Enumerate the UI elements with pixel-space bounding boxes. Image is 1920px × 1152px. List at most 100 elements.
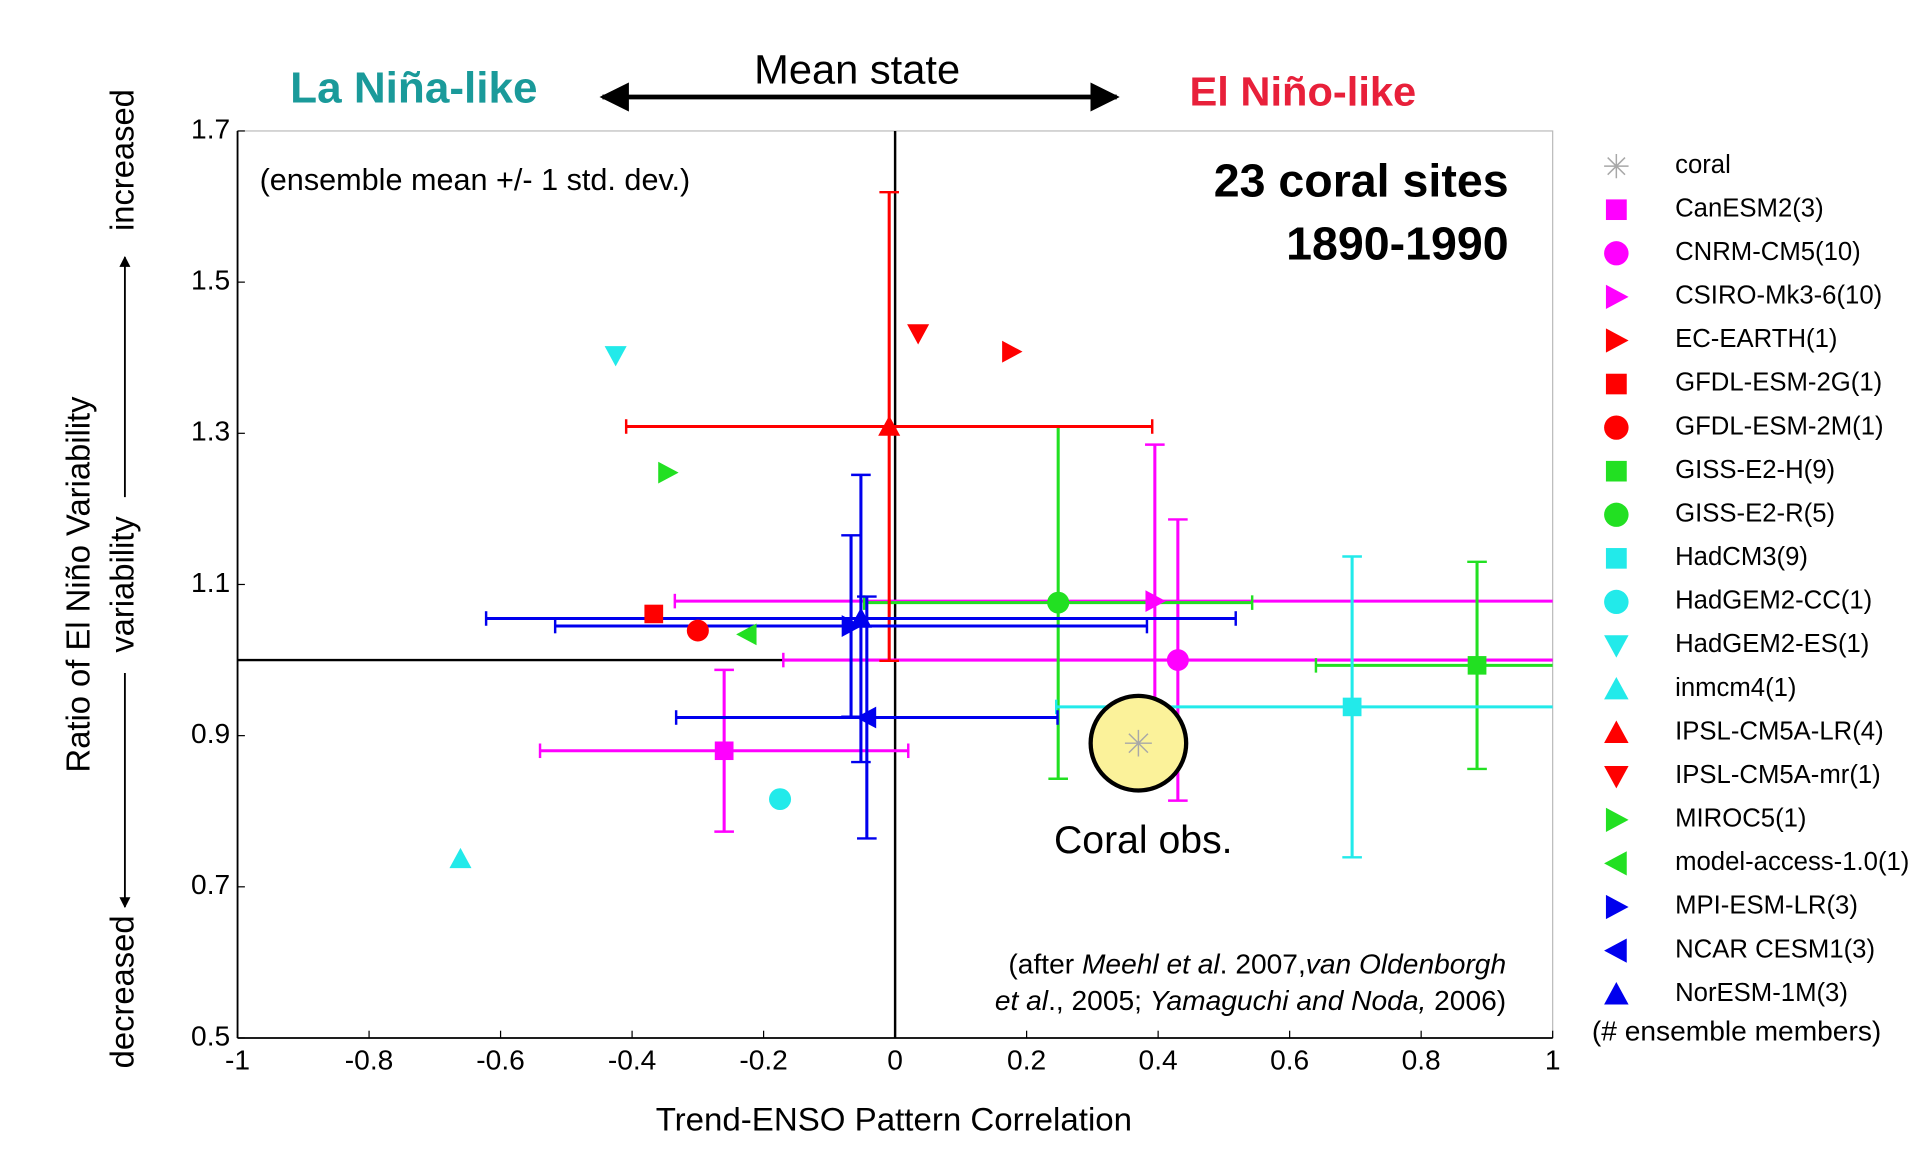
legend-marker [1604, 154, 1629, 179]
y-axis-subtitle: variability [103, 516, 140, 653]
marker [1467, 656, 1487, 675]
y-tick-label: 1.1 [191, 567, 230, 598]
marker [736, 623, 757, 646]
citation: (after Meehl et al. 2007,van Oldenborgh e… [995, 949, 1506, 1016]
x-tick-label: 1 [1545, 1045, 1561, 1076]
y-tick-label: 0.5 [191, 1020, 230, 1051]
citation-segment: . 2007, [1220, 949, 1306, 980]
y-tick-label: 1.5 [191, 265, 230, 296]
citation-segment: 2006) [1426, 985, 1506, 1016]
legend-label: inmcm4(1) [1675, 674, 1796, 702]
marker [907, 324, 930, 345]
legend-label: CNRM-CM5(10) [1675, 238, 1861, 266]
plot-area [237, 130, 1553, 1038]
legend-marker [1604, 938, 1627, 963]
x-tick-label: -0.2 [739, 1045, 788, 1076]
heading-line: 1890-1990 [1286, 218, 1508, 270]
legend-marker [1604, 241, 1629, 266]
citation-segment: van Oldenborgh [1306, 949, 1506, 980]
marker [1124, 729, 1152, 757]
legend-label: NorESM-1M(3) [1675, 979, 1848, 1007]
marker [855, 706, 877, 729]
legend-label: CanESM2(3) [1675, 195, 1824, 223]
marker [449, 847, 472, 869]
legend-label: GFDL-ESM-2G(1) [1675, 369, 1882, 397]
legend-marker [1604, 415, 1629, 440]
x-tick-label: -0.8 [345, 1045, 394, 1076]
y-tick-label: 0.7 [191, 869, 230, 900]
legend-label: MPI-ESM-LR(3) [1675, 892, 1858, 920]
x-tick-label: 0.8 [1402, 1045, 1441, 1076]
note: (ensemble mean +/- 1 std. dev.) [260, 163, 691, 197]
y-tick-label: 0.9 [191, 718, 230, 749]
legend-label: coral [1675, 151, 1731, 179]
legend-marker [1605, 460, 1627, 482]
marker [644, 604, 664, 624]
x-tick-label: -1 [225, 1045, 250, 1076]
legend-marker [1604, 982, 1629, 1005]
legend-label: HadGEM2-ES(1) [1675, 630, 1869, 658]
marker [1002, 340, 1023, 363]
citation-segment: (after [1008, 949, 1082, 980]
marker [849, 607, 872, 628]
marker [1342, 697, 1362, 717]
legend-marker [1605, 807, 1629, 832]
legend-marker [1604, 851, 1627, 876]
legend-marker [1604, 676, 1629, 700]
y-tick-label: 1.7 [191, 113, 230, 144]
chart-body: Mean state La Niña-like El Niño-like Tre… [59, 46, 1909, 1137]
legend-marker [1604, 765, 1629, 789]
citation-line: et al., 2005; Yamaguchi and Noda, 2006) [995, 985, 1506, 1016]
legend: coral CanESM2(3) CNRM-CM5(10) CSIRO-Mk3-6(1… [1604, 151, 1909, 1007]
legend-marker [1605, 548, 1627, 569]
x-tick-label: 0 [887, 1045, 903, 1076]
marker [1166, 649, 1189, 671]
legend-label: IPSL-CM5A-LR(4) [1675, 718, 1884, 746]
la-nina-label: La Niña-like [290, 64, 537, 113]
citation-segment: Meehl et al [1082, 949, 1220, 980]
y-tick-label: 1.3 [191, 416, 230, 447]
citation-segment: Yamaguchi and Noda, [1150, 985, 1426, 1016]
x-tick-label: 0.2 [1007, 1045, 1046, 1076]
legend-marker [1605, 284, 1629, 309]
heading-line: 23 coral sites [1214, 155, 1509, 207]
citation-segment: ., 2005; [1048, 985, 1150, 1016]
marker [604, 346, 627, 367]
x-tick-label: 0.6 [1270, 1045, 1309, 1076]
legend-label: HadGEM2-CC(1) [1675, 587, 1872, 615]
legend-label: CSIRO-Mk3-6(10) [1675, 282, 1882, 310]
legend-marker [1605, 199, 1627, 221]
legend-label: GFDL-ESM-2M(1) [1675, 412, 1883, 440]
legend-label: MIROC5(1) [1675, 805, 1806, 833]
marker [714, 741, 734, 761]
legend-note: (# ensemble members) [1592, 1016, 1881, 1047]
marker [1145, 590, 1166, 613]
legend-marker [1604, 589, 1629, 615]
y-axis-title: Ratio of El Niño Variability [59, 396, 96, 772]
legend-marker [1604, 635, 1629, 658]
legend-marker [1605, 373, 1627, 395]
citation-line: (after Meehl et al. 2007,van Oldenborgh [1008, 949, 1506, 980]
marker [658, 461, 679, 484]
axes: -1 -0.8 -0.6 -0.4 -0.2 0 0.2 0.4 0.6 0.8 1 0.5 0.7 0.… [191, 113, 1560, 1075]
legend-marker [1605, 328, 1629, 353]
marker [769, 788, 792, 811]
marker [1047, 591, 1070, 614]
legend-label: IPSL-CM5A-mr(1) [1675, 761, 1881, 789]
legend-label: EC-EARTH(1) [1675, 325, 1837, 353]
chart-title: Mean state [754, 46, 960, 93]
legend-label: model-access-1.0(1) [1675, 848, 1909, 876]
legend-marker [1604, 720, 1629, 743]
marker [686, 619, 709, 642]
legend-label: GISS-E2-H(9) [1675, 456, 1835, 484]
y-bottom-label: decreased [103, 915, 140, 1068]
y-top-label: increased [103, 89, 140, 231]
el-nino-label: El Niño-like [1190, 68, 1417, 115]
legend-marker [1604, 502, 1629, 527]
legend-label: HadCM3(9) [1675, 543, 1808, 571]
legend-label: NCAR CESM1(3) [1675, 935, 1875, 963]
marker [878, 415, 901, 436]
x-axis-title: Trend-ENSO Pattern Correlation [656, 1100, 1132, 1137]
legend-label: GISS-E2-R(5) [1675, 500, 1835, 528]
